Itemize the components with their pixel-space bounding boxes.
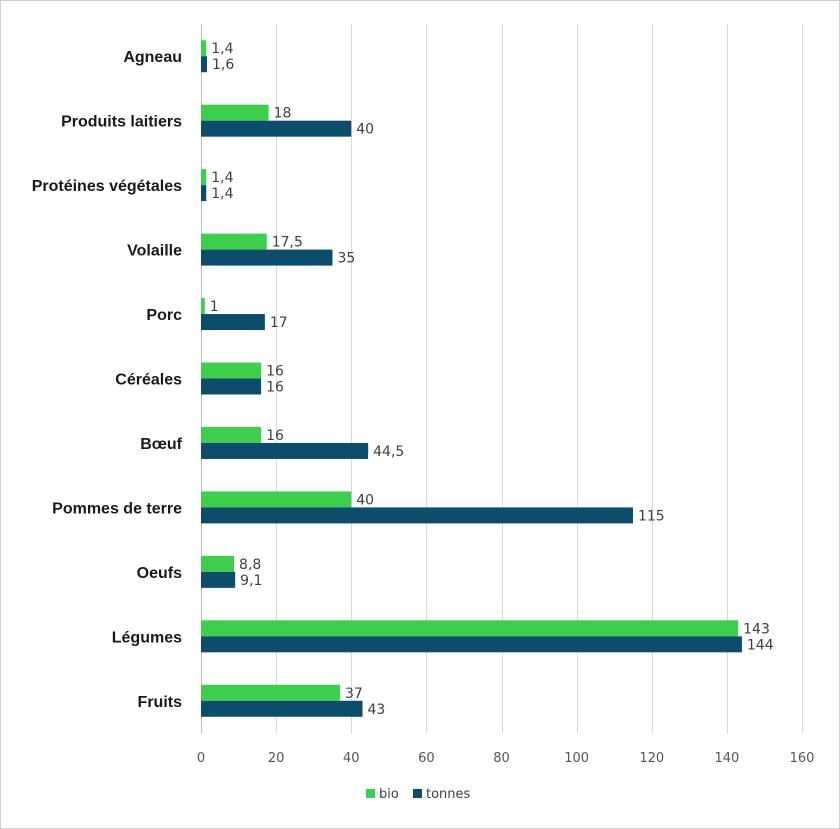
category-label: Céréales	[115, 372, 182, 389]
bar-tonnes	[201, 249, 333, 266]
bar-bio	[201, 684, 340, 701]
category-label: Porc	[146, 307, 182, 324]
data-label-tonnes: 9,1	[240, 573, 262, 589]
bar-tonnes	[201, 378, 262, 395]
data-label-tonnes: 144	[747, 637, 774, 653]
data-label-bio: 16	[266, 364, 284, 380]
category-label: Pommes de terre	[52, 500, 182, 517]
legend-swatch-bio	[366, 789, 375, 798]
bar-tonnes	[201, 636, 742, 653]
data-label-bio: 1	[210, 299, 219, 315]
data-label-tonnes: 43	[368, 702, 386, 718]
x-tick-label: 0	[197, 751, 205, 766]
category-label: Produits laitiers	[61, 114, 182, 131]
data-label-bio: 143	[743, 621, 770, 637]
x-tick-label: 140	[714, 751, 739, 766]
bar-bio	[201, 426, 262, 443]
bar-bio	[201, 298, 205, 315]
category-label: Protéines végétales	[32, 178, 182, 195]
data-label-bio: 40	[356, 492, 374, 508]
bar-tonnes	[201, 700, 363, 717]
bar-tonnes	[201, 56, 208, 73]
data-label-bio: 16	[266, 428, 284, 444]
x-tick-label: 40	[343, 751, 360, 766]
data-label-tonnes: 1,4	[211, 186, 233, 202]
category-label: Fruits	[138, 694, 183, 711]
x-tick-label: 160	[790, 751, 815, 766]
legend-label-bio: bio	[379, 787, 399, 802]
data-label-tonnes: 40	[356, 122, 374, 138]
legend-swatch-tonnes	[413, 789, 422, 798]
bar-bio	[201, 169, 207, 186]
x-tick-label: 120	[639, 751, 664, 766]
legend-label-tonnes: tonnes	[426, 787, 471, 802]
data-label-tonnes: 35	[337, 251, 355, 267]
category-label: Agneau	[123, 49, 182, 66]
x-tick-label: 20	[268, 751, 285, 766]
category-label: Bœuf	[140, 436, 182, 453]
bar-bio	[201, 491, 352, 508]
bar-bio	[201, 620, 739, 637]
x-tick-label: 80	[493, 751, 510, 766]
category-label: Légumes	[112, 629, 182, 646]
bar-bio	[201, 40, 207, 57]
bar-tonnes	[201, 571, 236, 588]
bar-tonnes	[201, 442, 369, 459]
bar-tonnes	[201, 507, 633, 524]
data-label-bio: 8,8	[239, 557, 261, 573]
bar-tonnes	[201, 185, 207, 202]
data-label-bio: 37	[345, 686, 363, 702]
bar-bio	[201, 555, 235, 572]
category-label: Volaille	[127, 243, 182, 260]
category-label: Oeufs	[137, 565, 182, 582]
x-tick-label: 100	[564, 751, 589, 766]
data-label-tonnes: 115	[638, 508, 665, 524]
data-label-tonnes: 44,5	[373, 444, 404, 460]
bar-tonnes	[201, 120, 352, 137]
data-label-bio: 1,4	[211, 170, 233, 186]
bar-tonnes	[201, 314, 265, 331]
data-label-tonnes: 1,6	[212, 57, 234, 73]
bar-bio	[201, 233, 267, 250]
bar-bio	[201, 362, 262, 379]
x-tick-label: 60	[418, 751, 435, 766]
data-label-tonnes: 16	[266, 380, 284, 396]
data-label-tonnes: 17	[270, 315, 288, 331]
data-label-bio: 18	[274, 106, 292, 122]
bar-bio	[201, 104, 269, 121]
data-label-bio: 1,4	[211, 41, 233, 57]
data-label-bio: 17,5	[272, 235, 303, 251]
